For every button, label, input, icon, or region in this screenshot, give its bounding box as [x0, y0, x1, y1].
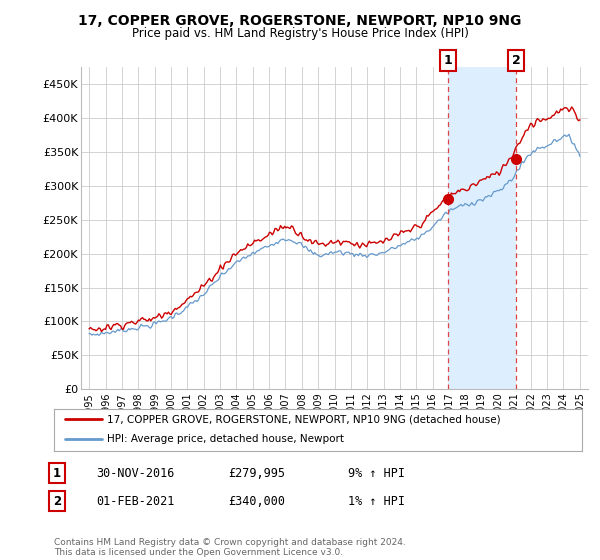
- Text: £340,000: £340,000: [228, 494, 285, 508]
- Text: 17, COPPER GROVE, ROGERSTONE, NEWPORT, NP10 9NG (detached house): 17, COPPER GROVE, ROGERSTONE, NEWPORT, N…: [107, 414, 500, 424]
- Text: 1% ↑ HPI: 1% ↑ HPI: [348, 494, 405, 508]
- Text: £279,995: £279,995: [228, 466, 285, 480]
- Text: Price paid vs. HM Land Registry's House Price Index (HPI): Price paid vs. HM Land Registry's House …: [131, 27, 469, 40]
- Text: 2: 2: [512, 54, 520, 67]
- Text: 30-NOV-2016: 30-NOV-2016: [96, 466, 175, 480]
- Text: 1: 1: [53, 466, 61, 480]
- Text: 1: 1: [443, 54, 452, 67]
- Text: 2: 2: [53, 494, 61, 508]
- Text: Contains HM Land Registry data © Crown copyright and database right 2024.
This d: Contains HM Land Registry data © Crown c…: [54, 538, 406, 557]
- Text: 01-FEB-2021: 01-FEB-2021: [96, 494, 175, 508]
- Text: 9% ↑ HPI: 9% ↑ HPI: [348, 466, 405, 480]
- Bar: [448, 67, 516, 389]
- Text: HPI: Average price, detached house, Newport: HPI: Average price, detached house, Newp…: [107, 434, 344, 444]
- Text: 17, COPPER GROVE, ROGERSTONE, NEWPORT, NP10 9NG: 17, COPPER GROVE, ROGERSTONE, NEWPORT, N…: [79, 14, 521, 28]
